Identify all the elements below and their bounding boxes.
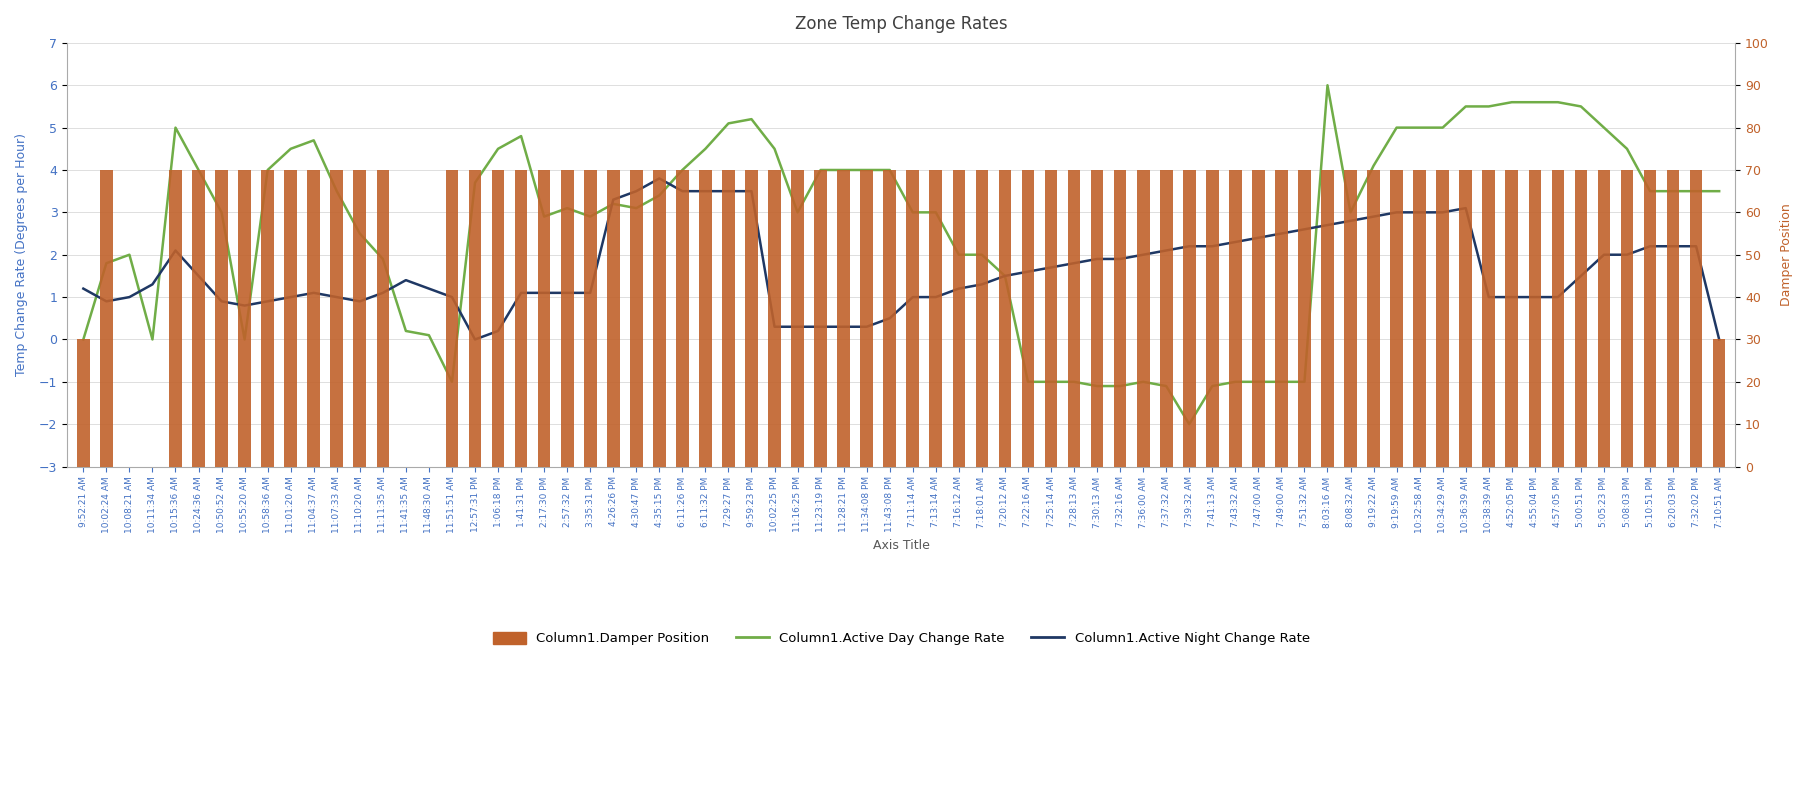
Bar bbox=[1160, 170, 1173, 467]
Y-axis label: Damper Position: Damper Position bbox=[1780, 203, 1793, 306]
Bar bbox=[1205, 170, 1218, 467]
Bar bbox=[1366, 170, 1379, 467]
Bar bbox=[1643, 170, 1655, 467]
Bar bbox=[1619, 170, 1632, 467]
Bar bbox=[699, 170, 712, 467]
Bar bbox=[652, 170, 665, 467]
Bar bbox=[1250, 170, 1265, 467]
Bar bbox=[791, 170, 804, 467]
Bar bbox=[837, 170, 849, 467]
Bar bbox=[1113, 170, 1126, 467]
Bar bbox=[676, 170, 688, 467]
Bar bbox=[1321, 170, 1334, 467]
Bar bbox=[99, 170, 112, 467]
Bar bbox=[515, 170, 528, 467]
Bar bbox=[1527, 170, 1540, 467]
Bar bbox=[1413, 170, 1426, 467]
Bar bbox=[1044, 170, 1057, 467]
Bar bbox=[607, 170, 620, 467]
Bar bbox=[860, 170, 873, 467]
Bar bbox=[492, 170, 504, 467]
Bar bbox=[262, 170, 275, 467]
Bar bbox=[1666, 170, 1679, 467]
Bar bbox=[445, 170, 457, 467]
Bar bbox=[1090, 170, 1102, 467]
Bar bbox=[1182, 170, 1194, 467]
Bar bbox=[813, 170, 826, 467]
Bar bbox=[905, 170, 918, 467]
Bar bbox=[78, 339, 90, 467]
Bar bbox=[331, 170, 343, 467]
Bar bbox=[537, 170, 549, 467]
Bar bbox=[215, 170, 228, 467]
Bar bbox=[284, 170, 296, 467]
Bar bbox=[1068, 170, 1081, 467]
Bar bbox=[239, 170, 251, 467]
Bar bbox=[1597, 170, 1610, 467]
Legend: Column1.Damper Position, Column1.Active Day Change Rate, Column1.Active Night Ch: Column1.Damper Position, Column1.Active … bbox=[488, 626, 1314, 651]
Bar bbox=[1274, 170, 1287, 467]
Bar bbox=[1435, 170, 1447, 467]
Bar bbox=[560, 170, 573, 467]
Bar bbox=[629, 170, 641, 467]
Bar bbox=[1390, 170, 1402, 467]
Bar bbox=[1711, 339, 1724, 467]
Bar bbox=[952, 170, 965, 467]
Bar bbox=[884, 170, 896, 467]
Bar bbox=[768, 170, 781, 467]
Bar bbox=[1297, 170, 1310, 467]
Bar bbox=[1458, 170, 1471, 467]
Bar bbox=[1505, 170, 1518, 467]
Bar bbox=[1690, 170, 1702, 467]
Title: Zone Temp Change Rates: Zone Temp Change Rates bbox=[795, 15, 1006, 33]
Bar bbox=[192, 170, 204, 467]
Bar bbox=[1550, 170, 1563, 467]
Bar bbox=[1574, 170, 1587, 467]
Bar bbox=[1482, 170, 1494, 467]
Bar bbox=[1229, 170, 1241, 467]
Bar bbox=[1021, 170, 1034, 467]
Bar bbox=[468, 170, 481, 467]
Bar bbox=[170, 170, 183, 467]
Bar bbox=[976, 170, 988, 467]
Bar bbox=[721, 170, 734, 467]
Bar bbox=[1137, 170, 1149, 467]
Bar bbox=[744, 170, 757, 467]
Bar bbox=[354, 170, 367, 467]
Bar bbox=[307, 170, 320, 467]
Bar bbox=[584, 170, 596, 467]
Bar bbox=[929, 170, 941, 467]
Bar bbox=[376, 170, 389, 467]
Y-axis label: Temp Change Rate (Degrees per Hour): Temp Change Rate (Degrees per Hour) bbox=[14, 133, 27, 376]
Bar bbox=[1343, 170, 1355, 467]
X-axis label: Axis Title: Axis Title bbox=[873, 539, 929, 552]
Bar bbox=[997, 170, 1010, 467]
